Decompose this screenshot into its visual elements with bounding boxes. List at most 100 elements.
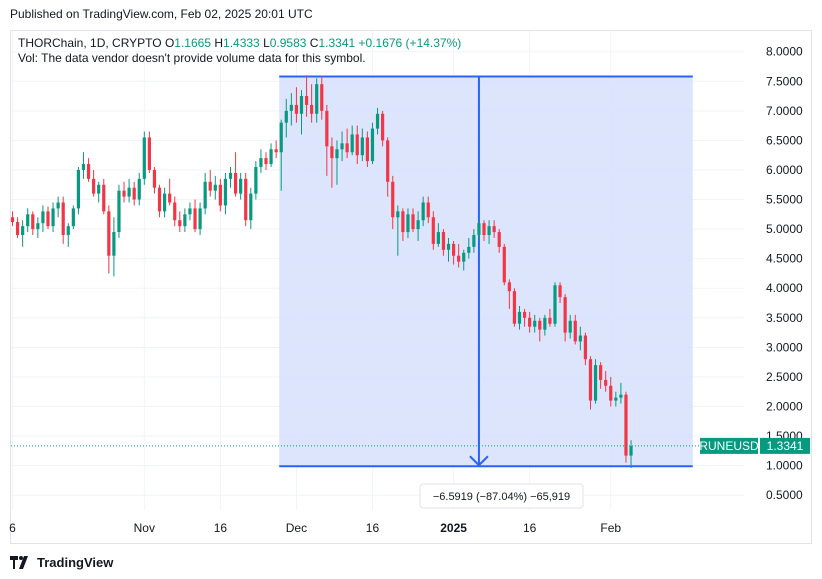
candle-body: [512, 291, 517, 324]
candle: [157, 184, 162, 218]
candle-body: [208, 181, 212, 191]
last-price-tag-bg: [760, 437, 810, 454]
candle: [46, 206, 50, 230]
measure-box: [279, 76, 693, 467]
candle: [178, 211, 182, 233]
candle-body: [46, 211, 50, 227]
candle-body: [502, 246, 506, 283]
candle: [396, 205, 400, 256]
candle: [233, 152, 238, 197]
footer[interactable]: TradingView: [10, 553, 113, 571]
candle: [401, 208, 405, 241]
candle: [502, 243, 506, 286]
candle: [61, 196, 65, 244]
y-tick-label: 7.0000: [766, 104, 803, 118]
candle-body: [497, 232, 501, 247]
candle: [254, 161, 258, 200]
candle-body: [583, 335, 588, 360]
candle: [619, 382, 623, 404]
candle-body: [168, 193, 172, 203]
candle-body: [86, 164, 91, 179]
overlay-layer: RUNEUSD 1.3341 −6.5919 (−87.04%) −65,919: [11, 437, 810, 509]
candle-body: [614, 397, 618, 401]
candle-body: [507, 282, 511, 292]
candle-body: [517, 311, 522, 324]
change-value: +0.1676 (+14.37%): [358, 36, 462, 50]
measure-arrow-head: [469, 455, 489, 467]
candle-body: [548, 317, 552, 324]
published-caption: Published on TradingView.com, Feb 02, 20…: [10, 7, 313, 21]
candle-body: [279, 122, 283, 153]
candle: [624, 391, 628, 463]
candle: [188, 202, 192, 221]
candle: [86, 158, 91, 182]
candle-body: [289, 104, 293, 111]
y-tick-label: 5.5000: [766, 193, 803, 207]
candle-body: [522, 311, 527, 318]
y-tick-label: 7.5000: [766, 74, 803, 88]
y-tick-label: 2.0000: [766, 400, 803, 414]
candle-body: [391, 181, 395, 218]
candle: [92, 169, 96, 197]
candle-body: [102, 184, 106, 212]
candle-body: [330, 146, 334, 159]
candle: [426, 196, 430, 224]
candle: [228, 167, 233, 188]
candle: [26, 208, 30, 233]
candle-body: [538, 320, 542, 330]
candle: [365, 131, 369, 168]
candle-body: [132, 187, 136, 200]
x-tick-label: 6: [9, 521, 16, 535]
candle: [411, 208, 415, 233]
candle-body: [147, 137, 151, 170]
candle: [609, 376, 613, 407]
candle-body: [203, 181, 207, 209]
candle: [614, 391, 618, 407]
candle-body: [112, 232, 116, 256]
candle-body: [274, 149, 278, 153]
candle-body: [401, 211, 405, 233]
candle: [533, 314, 537, 333]
candle: [147, 131, 151, 173]
candle-body: [56, 202, 60, 209]
candle-body: [350, 134, 354, 153]
candle: [223, 172, 228, 215]
candle: [573, 314, 577, 345]
candle-body: [578, 335, 582, 342]
candle-body: [528, 317, 532, 327]
x-tick-label: 16: [214, 521, 228, 535]
candle: [56, 196, 60, 218]
candle-body: [543, 317, 547, 330]
candle: [213, 175, 217, 200]
candle: [543, 314, 547, 336]
candle-body: [137, 178, 141, 200]
candle: [142, 131, 146, 185]
candle: [593, 359, 598, 404]
candle-body: [593, 365, 598, 401]
candle: [467, 237, 471, 259]
candle: [538, 317, 542, 342]
candle-body: [533, 320, 537, 327]
candle-body: [599, 365, 603, 380]
candle-body: [163, 193, 167, 212]
candle: [578, 326, 582, 351]
candle: [193, 199, 197, 233]
candle-body: [310, 104, 314, 114]
candle-body: [563, 297, 567, 333]
candle-body: [386, 140, 390, 182]
y-tick-label: 4.0000: [766, 281, 803, 295]
measure-range: [279, 75, 693, 468]
candle: [66, 223, 70, 247]
candle: [41, 205, 45, 233]
candle: [350, 125, 354, 156]
candle-body: [345, 143, 349, 153]
candle: [421, 196, 425, 227]
y-tick-label: 1.0000: [766, 459, 803, 473]
candle: [604, 371, 608, 392]
candle-body: [66, 226, 70, 236]
candle: [304, 75, 309, 117]
candle-body: [457, 255, 461, 262]
candle-body: [624, 394, 628, 456]
candle: [168, 178, 172, 206]
